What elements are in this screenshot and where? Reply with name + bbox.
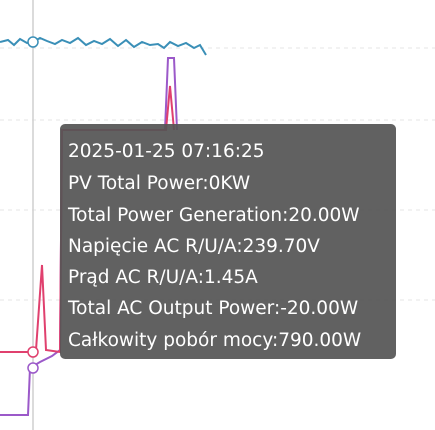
tooltip-line: PV Total Power:0KW — [68, 173, 250, 194]
tooltip-line: Napięcie AC R/U/A:239.70V — [68, 236, 320, 257]
tooltip: 2025-01-25 07:16:25 PV Total Power:0KW T… — [60, 124, 396, 359]
tooltip-box — [60, 124, 396, 359]
tooltip-line: Całkowity pobór mocy:790.00W — [68, 330, 361, 351]
crosshair-point — [27, 346, 39, 358]
tooltip-line: Prąd AC R/U/A:1.45A — [68, 267, 258, 288]
tooltip-line: Total AC Output Power:-20.00W — [67, 298, 358, 319]
tooltip-timestamp: 2025-01-25 07:16:25 — [68, 141, 264, 162]
crosshair-point — [27, 362, 39, 374]
crosshair-point — [27, 36, 39, 48]
tooltip-line: Total Power Generation:20.00W — [67, 205, 360, 226]
